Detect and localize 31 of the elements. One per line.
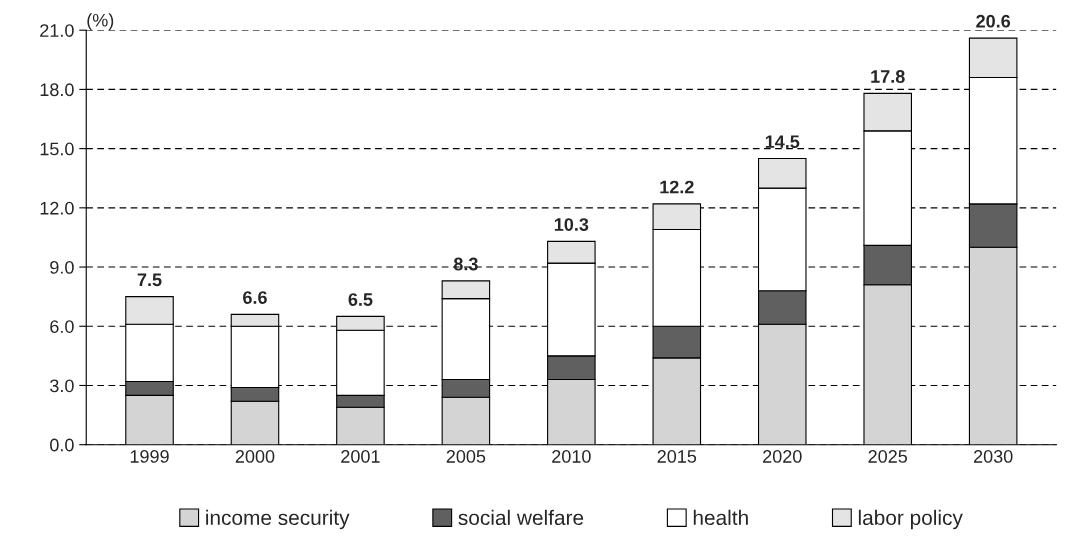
x-tick-label: 2020 [763, 450, 802, 463]
y-tick-label: 21.0 [40, 24, 74, 37]
x-tick-label: 1999 [130, 450, 169, 463]
x-tick-label: 2015 [657, 450, 697, 463]
x-tick-label: 2010 [552, 450, 591, 463]
total-label: 12.2 [660, 180, 694, 194]
total-label: 8.3 [453, 257, 478, 271]
total-label: 10.3 [554, 218, 589, 231]
y-tick-label: 18.0 [40, 83, 74, 97]
y-tick-label: 6.0 [50, 320, 74, 333]
y-axis-title: (%) [87, 13, 114, 31]
legend-label: social welfare [458, 509, 584, 526]
legend-label: labor policy [858, 509, 963, 530]
y-tick-label: 3.0 [50, 379, 74, 393]
x-tick-label: 2001 [341, 450, 380, 463]
y-tick-label: 0.0 [50, 438, 74, 452]
legend-label: income security [206, 509, 350, 530]
total-label: 6.6 [243, 291, 267, 304]
total-label: 6.5 [348, 293, 373, 306]
x-tick-label: 2005 [446, 450, 486, 463]
total-label: 20.6 [976, 14, 1011, 28]
x-tick-label: 2025 [868, 450, 908, 463]
total-label: 14.5 [765, 135, 800, 149]
legend-label: health [693, 509, 748, 526]
x-tick-label: 2000 [235, 450, 275, 463]
x-tick-label: 2030 [973, 450, 1013, 463]
y-tick-label: 9.0 [50, 260, 74, 274]
total-label: 7.5 [137, 273, 162, 287]
y-tick-label: 15.0 [40, 142, 74, 156]
total-label: 17.8 [871, 70, 905, 83]
y-tick-label: 12.0 [40, 201, 74, 215]
